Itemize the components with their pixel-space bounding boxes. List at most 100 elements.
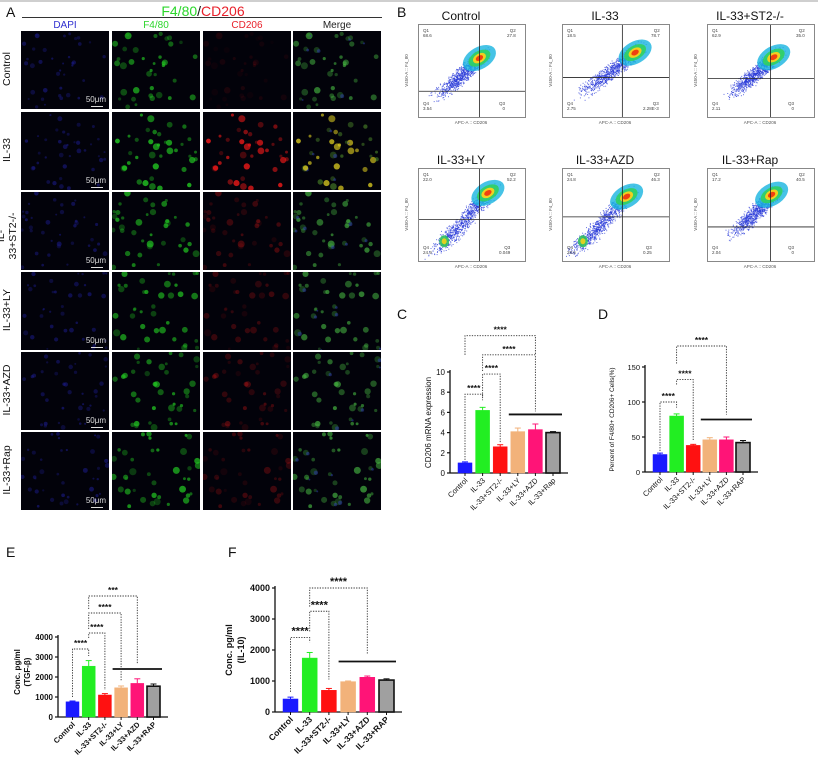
scale-bar bbox=[91, 187, 103, 188]
quadrant-q4-value: 28.6 bbox=[567, 250, 576, 255]
micrograph-control-dapi: 50μm bbox=[21, 31, 109, 109]
quadrant-q1-value: 17.2 bbox=[712, 177, 721, 182]
quadrant-q1-value: 18.5 bbox=[567, 33, 576, 38]
micrograph-il-33-st2--cd206 bbox=[203, 192, 291, 270]
scale-bar-label: 50μm bbox=[86, 416, 106, 425]
scale-bar-label: 50μm bbox=[86, 496, 106, 505]
scale-bar bbox=[91, 427, 103, 428]
quadrant-q1-value: 68.6 bbox=[423, 33, 432, 38]
quadrant-q2-value: 52.2 bbox=[507, 177, 516, 182]
micrograph-il-33-rap-cd206 bbox=[203, 432, 291, 510]
row-label-il-33-st2-: IL-33+ST2-/- bbox=[0, 207, 19, 265]
row-label-il-33-ly: IL-33+LY bbox=[1, 281, 13, 339]
quadrant-q2-value: 27.8 bbox=[507, 33, 516, 38]
quadrant-q3-value: 0 bbox=[788, 106, 794, 111]
micrograph-il-33-azd-merge bbox=[293, 352, 381, 430]
flow-x-axis-label: APC-A :: CD206 bbox=[700, 120, 818, 125]
row-label-il-33-rap: IL-33+Rap bbox=[1, 441, 13, 499]
panel-a-letter: A bbox=[6, 4, 15, 20]
micrograph-il-33-azd-cd206 bbox=[203, 352, 291, 430]
quadrant-q3-value: 0 bbox=[788, 250, 794, 255]
flow-title-il-33: IL-33 bbox=[540, 9, 670, 23]
flow-x-axis-label: APC-A :: CD206 bbox=[411, 120, 531, 125]
scale-bar bbox=[91, 507, 103, 508]
quadrant-q4-value: 2.11 bbox=[712, 106, 720, 111]
flow-x-axis-label: APC-A :: CD206 bbox=[700, 264, 818, 269]
quadrant-q3-value: 0 bbox=[499, 106, 505, 111]
flow-y-axis-label: V450-A :: F4_80 bbox=[693, 198, 698, 231]
quadrant-q2-value: 78.7 bbox=[651, 33, 660, 38]
flow-y-axis-label: V450-A :: F4_80 bbox=[548, 54, 553, 87]
column-header-cd206: CD206 bbox=[203, 20, 291, 31]
flow-y-axis-label: V450-A :: F4_80 bbox=[404, 198, 409, 231]
quadrant-q1-value: 24.8 bbox=[567, 177, 576, 182]
flow-y-axis-label: V450-A :: F4_80 bbox=[548, 198, 553, 231]
quadrant-q3-value: 2.28E-3 bbox=[643, 106, 659, 111]
row-label-il-33: IL-33 bbox=[1, 121, 13, 179]
quadrant-q4-value: 2.75 bbox=[567, 106, 576, 111]
row-label-control: Control bbox=[1, 40, 13, 98]
quadrant-q2-value: 46.3 bbox=[651, 177, 660, 182]
flow-title-il-33-rap: IL-33+Rap bbox=[685, 153, 815, 167]
quadrant-q4-value: 3.54 bbox=[423, 106, 432, 111]
top-border bbox=[0, 0, 818, 2]
micrograph-il-33-azd-dapi: 50μm bbox=[21, 352, 109, 430]
column-header-f480: F4/80 bbox=[112, 20, 200, 31]
micrograph-il-33-dapi: 50μm bbox=[21, 112, 109, 190]
flow-title-control: Control bbox=[396, 9, 526, 23]
micrograph-il-33-st2--merge bbox=[293, 192, 381, 270]
flow-x-axis-label: APC-A :: CD206 bbox=[555, 120, 675, 125]
micrograph-il-33-ly-cd206 bbox=[203, 272, 291, 350]
micrograph-il-33-ly-merge bbox=[293, 272, 381, 350]
micrograph-control-f480 bbox=[112, 31, 200, 109]
flow-y-axis-label: V450-A :: F4_80 bbox=[693, 54, 698, 87]
quadrant-q2-value: 40.5 bbox=[796, 177, 805, 182]
quadrant-q4-value: 2.04 bbox=[712, 250, 721, 255]
quadrant-q1-value: 62.9 bbox=[712, 33, 721, 38]
scale-bar-label: 50μm bbox=[86, 176, 106, 185]
flow-title-il-33-azd: IL-33+AZD bbox=[540, 153, 670, 167]
row-label-il-33-azd: IL-33+AZD bbox=[1, 361, 13, 419]
quadrant-q3-value: 0.25 bbox=[643, 250, 652, 255]
flow-x-axis-label: APC-A :: CD206 bbox=[555, 264, 675, 269]
flow-y-axis-label: V450-A :: F4_80 bbox=[404, 54, 409, 87]
quadrant-q3-value: 0.049 bbox=[499, 250, 510, 255]
quadrant-q1-value: 22.0 bbox=[423, 177, 432, 182]
scale-bar-label: 50μm bbox=[86, 336, 106, 345]
flow-x-axis-label: APC-A :: CD206 bbox=[411, 264, 531, 269]
column-header-merge: Merge bbox=[293, 20, 381, 31]
micrograph-il-33-st2--f480 bbox=[112, 192, 200, 270]
column-header-dapi: DAPI bbox=[21, 20, 109, 31]
micrograph-il-33-f480 bbox=[112, 112, 200, 190]
scale-bar-label: 50μm bbox=[86, 256, 106, 265]
micrograph-il-33-ly-f480 bbox=[112, 272, 200, 350]
micrograph-il-33-rap-dapi: 50μm bbox=[21, 432, 109, 510]
scale-bar bbox=[91, 347, 103, 348]
